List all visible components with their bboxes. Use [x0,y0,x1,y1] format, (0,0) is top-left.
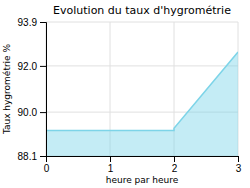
y-tick: 92.0 [18,61,46,72]
y-axis: 88.1 90.0 92.0 93.9 [18,17,47,162]
tick-label: 90.0 [18,107,38,118]
tick-mark [40,66,46,67]
tick-label: 1 [108,163,114,174]
tick-label: 88.1 [18,151,38,162]
x-tick: 0 [44,156,50,174]
tick-mark [40,112,46,113]
tick-mark [238,156,239,162]
tick-mark [40,156,46,157]
title: Evolution du taux d'hygrométrie [53,4,231,17]
marks [46,52,238,156]
tick-mark [40,22,46,23]
tick-label: 93.9 [18,17,38,28]
tick-label: 3 [236,163,242,174]
axis-line [40,23,47,157]
grid [46,22,238,156]
axis-line [47,157,239,163]
y-label: Taux hygrométrie % [2,43,12,135]
tick-mark [174,156,175,162]
grid-line [46,65,238,66]
area [46,52,238,156]
x-axis: 0 1 2 3 [44,156,242,174]
tick-label: 0 [44,163,50,174]
x-tick: 1 [108,156,114,174]
tick-mark [110,156,111,162]
line [46,52,238,131]
tick-label: 2 [172,163,178,174]
x-label: heure par heure [106,175,179,185]
x-tick: 2 [172,156,178,174]
y-tick: 93.9 [18,17,46,28]
y-tick: 90.0 [18,107,46,118]
chart: 0 1 2 3 88.1 90.0 92.0 93.9 Evolution du taux d'… [0,0,250,188]
tick-label: 92.0 [18,61,38,72]
y-tick: 88.1 [18,151,46,162]
grid-line [46,22,238,23]
plot: 0 1 2 3 88.1 90.0 92.0 93.9 [18,17,242,174]
x-tick: 3 [236,156,242,174]
